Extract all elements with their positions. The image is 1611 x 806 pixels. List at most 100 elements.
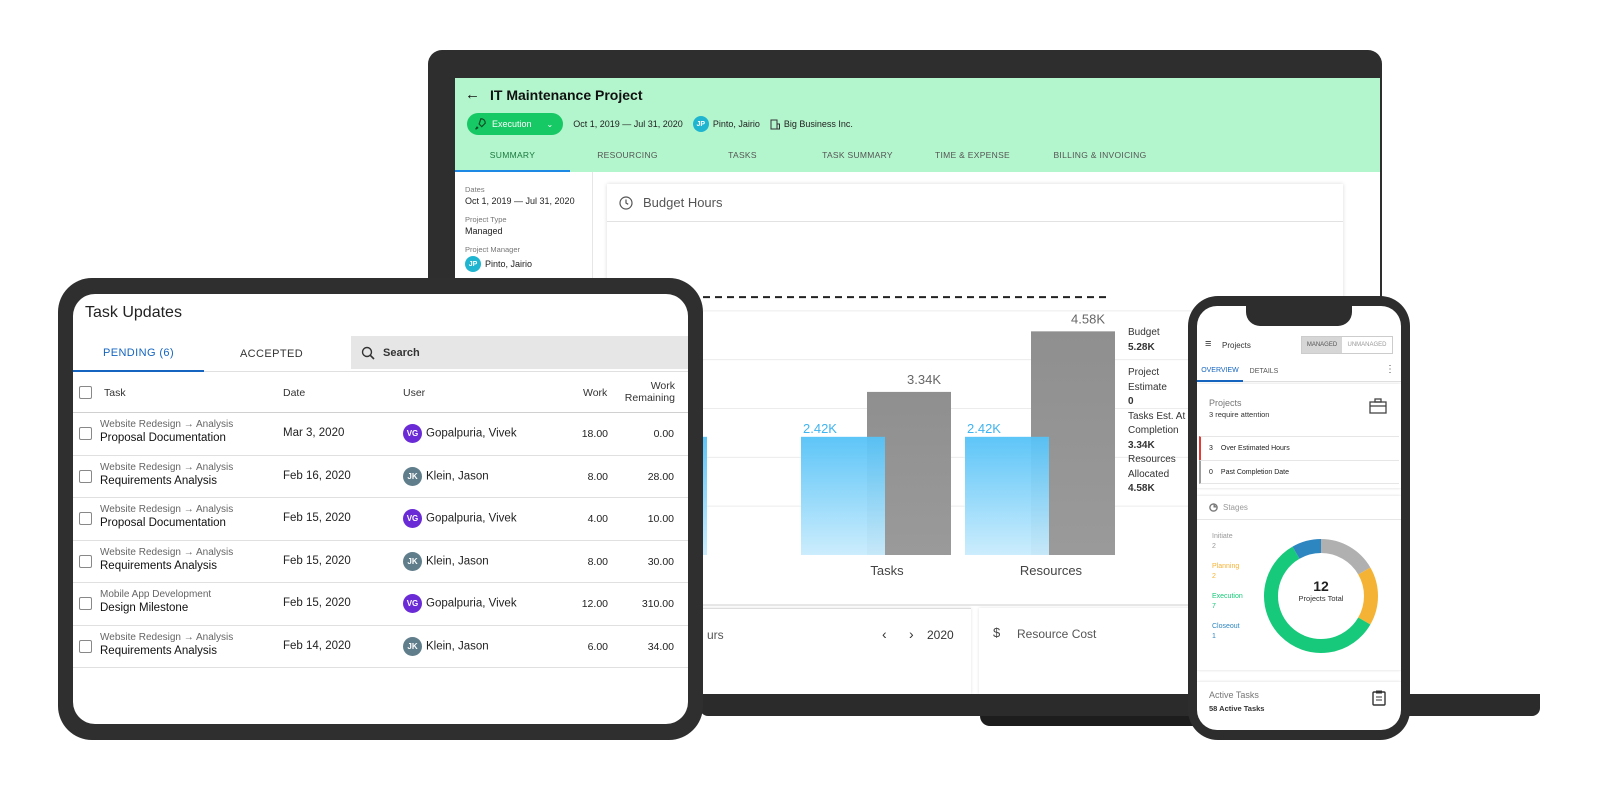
- toggle-managed[interactable]: MANAGED: [1302, 337, 1342, 353]
- donut-slice-closeout[interactable]: [1292, 539, 1322, 559]
- tab-pending[interactable]: PENDING (6): [73, 336, 204, 372]
- task-name[interactable]: Design Milestone: [100, 602, 189, 614]
- row-checkbox[interactable]: [79, 639, 92, 653]
- task-work-remaining: 0.00: [653, 428, 674, 440]
- table-row[interactable]: Website Redesign → Analysis Requirements …: [73, 541, 688, 583]
- search-input[interactable]: Search: [351, 336, 688, 369]
- search-label: Search: [383, 346, 420, 359]
- user-name: Klein, Jason: [426, 470, 489, 483]
- next-year-icon[interactable]: ›: [909, 626, 914, 642]
- table-row[interactable]: Website Redesign → Analysis Requirements …: [73, 626, 688, 668]
- tab-tasks[interactable]: TASKS: [728, 150, 757, 160]
- user-avatar: VG: [403, 594, 422, 613]
- toggle-unmanaged[interactable]: UNMANAGED: [1347, 342, 1387, 348]
- back-arrow-icon[interactable]: ←: [465, 86, 480, 103]
- alert-over-estimated-count: 3: [1209, 445, 1213, 452]
- tab-accepted[interactable]: ACCEPTED: [239, 348, 304, 360]
- legend-tasks-label: Tasks Est. At Completion: [1128, 410, 1186, 437]
- task-path-project: Mobile App Development: [100, 589, 212, 600]
- active-tasks-card[interactable]: Active Tasks 58 Active Tasks: [1197, 682, 1401, 730]
- column-work[interactable]: Work: [583, 387, 608, 399]
- stage-label: Initiate: [1212, 533, 1233, 540]
- user-name: Klein, Jason: [426, 640, 489, 653]
- row-checkbox[interactable]: [79, 469, 92, 483]
- chart-legend: Budget 5.28K Project Estimate 0 Tasks Es…: [1128, 326, 1218, 497]
- projects-card-subtitle: 3 require attention: [1209, 410, 1270, 419]
- user-avatar: VG: [403, 424, 422, 443]
- stage-label: Closeout: [1212, 623, 1240, 630]
- clipboard-icon: [1372, 690, 1386, 706]
- table-row[interactable]: Website Redesign → Analysis Requirements …: [73, 456, 688, 498]
- task-path-phase: Analysis: [196, 546, 234, 558]
- task-name[interactable]: Requirements Analysis: [100, 559, 217, 572]
- column-work-remaining[interactable]: Work Remaining: [621, 380, 675, 404]
- more-options-icon[interactable]: ⋮: [1385, 364, 1395, 375]
- status-dropdown[interactable]: Execution ⌄: [467, 113, 564, 135]
- tab-details[interactable]: DETAILS: [1249, 367, 1279, 375]
- stage-legend-item: Planning 2: [1212, 562, 1243, 582]
- alert-over-estimated-label: Over Estimated Hours: [1220, 445, 1290, 452]
- task-name[interactable]: Requirements Analysis: [100, 644, 217, 657]
- laptop-base-notch: [980, 716, 1250, 726]
- project-dates: Oct 1, 2019 — Jul 31, 2020: [573, 119, 683, 129]
- chevron-down-icon: ⌄: [546, 119, 554, 129]
- path-arrow-icon: →: [180, 461, 196, 473]
- task-name[interactable]: Proposal Documentation: [100, 432, 226, 444]
- manager-name: Pinto, Jairio: [712, 119, 760, 129]
- estimate-data-label: 3.34K: [907, 372, 941, 387]
- donut-slice-planning[interactable]: [1358, 567, 1378, 625]
- tab-summary[interactable]: SUMMARY: [455, 148, 570, 172]
- row-checkbox[interactable]: [79, 512, 92, 525]
- column-work-remaining-line2: Remaining: [624, 392, 675, 404]
- task-table-header: Task Date User Work Work Remaining: [73, 372, 688, 413]
- stage-count: 7: [1212, 603, 1216, 610]
- phone-screen: ≡ Projects MANAGED UNMANAGED OVERVIEW DE…: [1197, 306, 1401, 730]
- dates-label: Dates: [465, 185, 485, 194]
- task-updates-tabs: PENDING (6) ACCEPTED: [73, 336, 688, 372]
- task-user: VG Gopalpuria, Vivek: [403, 594, 517, 613]
- toolbox-icon: [1369, 398, 1387, 414]
- donut-slice-initiate[interactable]: [1320, 539, 1371, 575]
- task-date: Feb 15, 2020: [283, 597, 351, 609]
- user-avatar: JK: [403, 466, 422, 486]
- alert-past-completion[interactable]: 0 Past Completion Date: [1199, 460, 1399, 484]
- task-path-project: Website Redesign: [100, 504, 181, 515]
- task-name[interactable]: Requirements Analysis: [100, 474, 217, 487]
- table-row[interactable]: Website Redesign → Analysis Proposal Docu…: [73, 413, 688, 456]
- task-user: JK Klein, Jason: [403, 466, 489, 486]
- menu-icon[interactable]: ≡: [1205, 338, 1212, 350]
- tab-time-expense[interactable]: TIME & EXPENSE: [934, 150, 1011, 160]
- managed-toggle: MANAGED UNMANAGED: [1301, 336, 1393, 354]
- task-date: Mar 3, 2020: [283, 427, 345, 439]
- alert-past-completion-count: 0: [1209, 468, 1213, 476]
- clock-icon: [619, 195, 633, 210]
- user-avatar: VG: [403, 509, 422, 528]
- tab-overview[interactable]: OVERVIEW: [1197, 360, 1243, 382]
- legend-estimate-label: Project Estimate: [1128, 367, 1167, 393]
- column-user[interactable]: User: [403, 387, 426, 399]
- tab-task-summary[interactable]: TASK SUMMARY: [822, 150, 893, 160]
- tab-resourcing[interactable]: RESOURCING: [597, 150, 658, 160]
- select-all-checkbox[interactable]: [79, 386, 92, 399]
- column-task[interactable]: Task: [104, 387, 126, 399]
- row-checkbox[interactable]: [79, 427, 92, 440]
- stages-card: Stages Initiate 2 Planning 2 Execution 7 Close…: [1197, 496, 1401, 670]
- task-date: Feb 16, 2020: [283, 469, 351, 482]
- table-row[interactable]: Mobile App Development Design Milestone Fe…: [73, 583, 688, 626]
- path-arrow-icon: →: [180, 504, 196, 515]
- task-path: Website Redesign → Analysis: [100, 504, 233, 515]
- stage-legend-item: Closeout 1: [1212, 622, 1243, 642]
- row-checkbox[interactable]: [79, 597, 92, 610]
- legend-resources-value: 4.58K: [1128, 483, 1155, 494]
- row-checkbox[interactable]: [79, 554, 92, 568]
- user-name: Gopalpuria, Vivek: [426, 597, 517, 610]
- tab-billing-invoicing[interactable]: BILLING & INVOICING: [1053, 150, 1147, 160]
- task-work: 12.00: [581, 598, 608, 610]
- donut-slice-execution[interactable]: [1264, 546, 1371, 653]
- table-row[interactable]: Website Redesign → Analysis Proposal Docu…: [73, 498, 688, 541]
- column-date[interactable]: Date: [283, 387, 306, 399]
- alert-over-estimated[interactable]: 3 Over Estimated Hours: [1199, 436, 1399, 460]
- stage-legend-item: Initiate 2: [1212, 532, 1243, 552]
- task-name[interactable]: Proposal Documentation: [100, 517, 226, 529]
- prev-year-icon[interactable]: ‹: [882, 626, 887, 642]
